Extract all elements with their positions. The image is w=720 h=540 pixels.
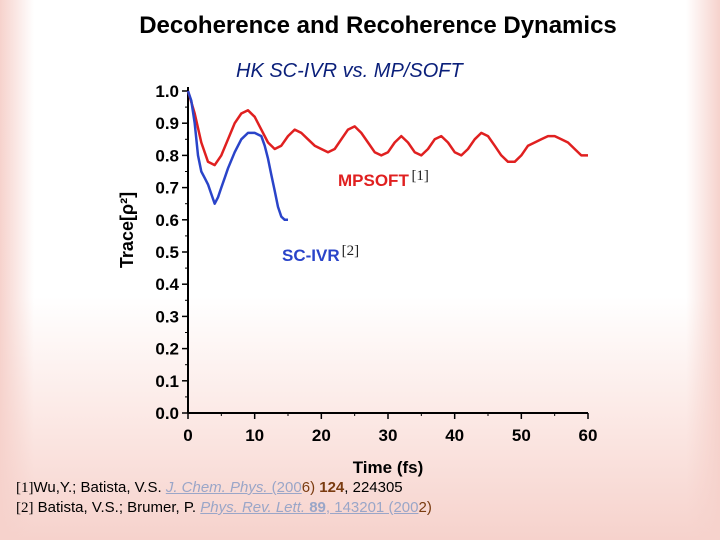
reference-1-authors: Wu,Y.; Batista, V.S. [33,479,166,496]
y-tick-label: 0.3 [155,307,179,326]
reference-1-pages: , 224305 [344,479,403,496]
reference-1-year-digit: 6 [301,479,311,496]
reference-2-year-digit: 2 [418,499,427,516]
y-tick-label: 0.2 [155,340,179,359]
y-tick-label: 0.1 [155,372,179,391]
y-tick-label: 0.5 [155,243,179,262]
reference-2-authors: Batista, V.S.; Brumer, P. [33,499,201,516]
x-tick-label: 30 [379,426,398,445]
right-edge-shading [686,0,720,540]
series-label-mpsoft: MPSOFT [338,171,409,190]
x-tick-label: 0 [183,426,192,445]
subtitle-method-a: HK SC-IVR [236,60,338,82]
y-tick-label: 0.9 [155,114,179,133]
y-tick-label: 0.7 [155,179,179,198]
y-axis-label: Trace[ρ²] [117,192,137,268]
y-tick-label: 0.0 [155,404,179,423]
subtitle-vs: vs. [337,60,374,82]
reference-1-journal-link[interactable]: J. Chem. Phys. [165,479,268,496]
reference-1-marker: [1] [16,480,34,496]
slide-subtitle: HK SC-IVR vs. MP/SOFT [236,60,463,83]
reference-2-year-post: ) [426,499,432,516]
x-axis-label: Time (fs) [353,458,424,477]
chart-labels: MPSOFT [1] SC-IVR [2] Time (fs) Trace[ρ²] [117,168,429,477]
chart-series [186,90,588,222]
chart-axes [187,87,588,414]
reference-2-pages[interactable]: , 143201 (200 [325,499,419,516]
series-label-sc-ivr: SC-IVR [282,246,340,265]
reference-1-year-post: ) [310,479,320,496]
y-tick-label: 1.0 [155,82,179,101]
reference-2-journal-link[interactable]: Phys. Rev. Lett. [200,499,306,516]
series-ref-marker: [1] [411,168,429,184]
chart-ticks: 0.0 0.1 0.2 0.3 0.4 0.5 0.6 0.7 0.8 0.9 1.0 0 10 20 30… [155,82,597,445]
x-tick-label: 40 [445,426,464,445]
references: [1]Wu,Y.; Batista, V.S. J. Chem. Phys. (… [16,478,432,518]
reference-2-volume[interactable]: 89 [305,499,326,516]
reference-2: [2] Batista, V.S.; Brumer, P. Phys. Rev.… [16,498,432,518]
x-tick-label: 50 [512,426,531,445]
left-edge-shading [0,0,34,540]
y-tick-label: 0.6 [155,211,179,230]
slide-title: Decoherence and Recoherence Dynamics [139,12,617,39]
series-line-sc-ivr [186,90,288,222]
x-tick-label: 60 [579,426,598,445]
reference-2-marker: [2] [16,500,34,516]
x-tick-label: 10 [245,426,264,445]
y-tick-label: 0.4 [155,275,179,294]
y-tick-label: 0.8 [155,146,179,165]
series-ref-marker: [2] [342,243,360,259]
reference-1-year-pre[interactable]: (200 [267,479,302,496]
reference-1-volume: 124 [319,479,345,496]
x-tick-label: 20 [312,426,331,445]
series-line-mpsoft [186,90,588,167]
reference-1: [1]Wu,Y.; Batista, V.S. J. Chem. Phys. (… [16,478,432,498]
subtitle-method-b: MP/SOFT [373,60,463,82]
